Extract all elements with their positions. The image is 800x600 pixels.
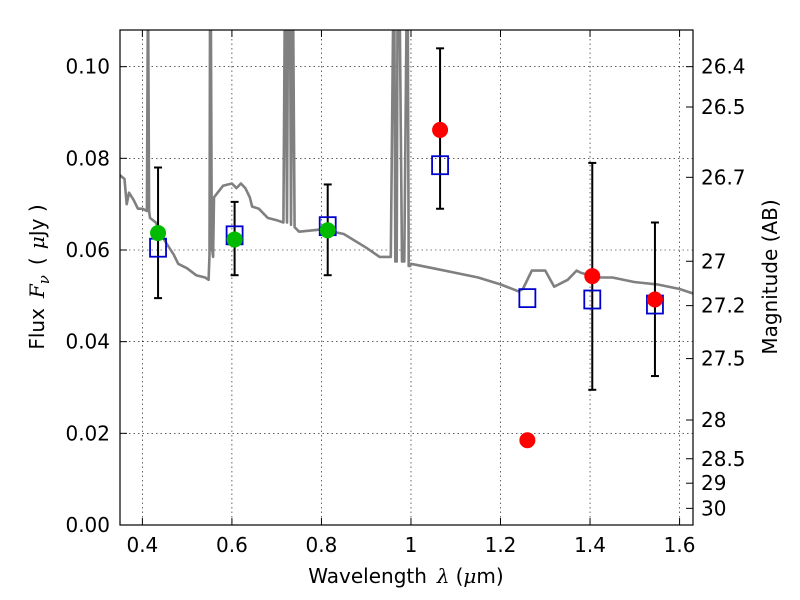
mag-tick-label: 26.5: [701, 95, 746, 119]
y-axis-title-unit-open: (: [25, 257, 49, 265]
observed-point: [432, 121, 449, 138]
y-tick-label: 0.06: [65, 238, 110, 262]
data-series: [120, 30, 693, 449]
observed-point: [584, 268, 601, 285]
y-axis-title: Flux Fν ( μJy ): [25, 204, 53, 349]
y-axis-title-unit-mu: μ: [25, 236, 49, 249]
x-tick-label: 1: [405, 533, 418, 557]
y-tick-label: 0.00: [65, 513, 110, 537]
mag-tick-label: 29: [701, 471, 726, 495]
x-axis-title-unit-mu: μ: [463, 564, 476, 588]
y-axis-title-unit-rest: Jy ): [25, 204, 49, 238]
ticks: 0.4 0.6 0.8 1 1.2 1.4 1.6 0.00 0.02 0.04 0.06 0.08 0…: [65, 30, 746, 557]
observed-point: [646, 291, 663, 308]
y-tick-label: 0.02: [65, 421, 110, 445]
y-tick-label: 0.10: [65, 55, 110, 79]
mag-tick-label: 26.4: [701, 55, 746, 79]
model-photometry-square: [518, 288, 537, 309]
mag-tick-label: 28.5: [701, 447, 746, 471]
model-photometry-square: [431, 155, 449, 176]
x-tick-label: 1.6: [664, 533, 696, 557]
mag-tick-label: 27.2: [701, 294, 746, 318]
grid: [120, 30, 693, 526]
x-tick-label: 1.2: [485, 533, 517, 557]
x-tick-label: 0.4: [126, 533, 158, 557]
mag-tick-label: 27: [701, 249, 726, 273]
x-axis-title-symbol: λ: [436, 564, 450, 588]
x-tick-label: 0.8: [306, 533, 338, 557]
y-axis-title-symbol: F: [25, 283, 49, 299]
mag-tick-label: 28: [701, 408, 726, 432]
x-tick-label: 0.6: [216, 533, 248, 557]
y-tick-label: 0.08: [65, 146, 110, 170]
observed-point: [226, 231, 243, 248]
x-tick-label: 1.4: [574, 533, 606, 557]
y-axis-title-text: Flux: [25, 308, 49, 350]
y-axis-title-subscript: ν: [35, 275, 53, 284]
x-axis-title: Wavelength λ (μm): [308, 564, 503, 588]
observed-point: [519, 432, 536, 449]
plot-frame: [119, 29, 694, 526]
mag-tick-label: 27.5: [701, 347, 746, 371]
y2-axis-title: Magnitude (AB): [758, 199, 782, 354]
model-photometry-square: [583, 289, 602, 310]
x-axis-title-unit-rest: m): [476, 564, 503, 588]
x-axis-title-unit-open: (: [456, 564, 464, 588]
mag-tick-label: 30: [701, 496, 726, 520]
observed-point: [150, 225, 167, 242]
mag-tick-label: 26.7: [701, 165, 746, 189]
y-tick-label: 0.04: [65, 330, 110, 354]
observed-point: [319, 222, 336, 239]
x-axis-title-text: Wavelength: [308, 564, 427, 588]
